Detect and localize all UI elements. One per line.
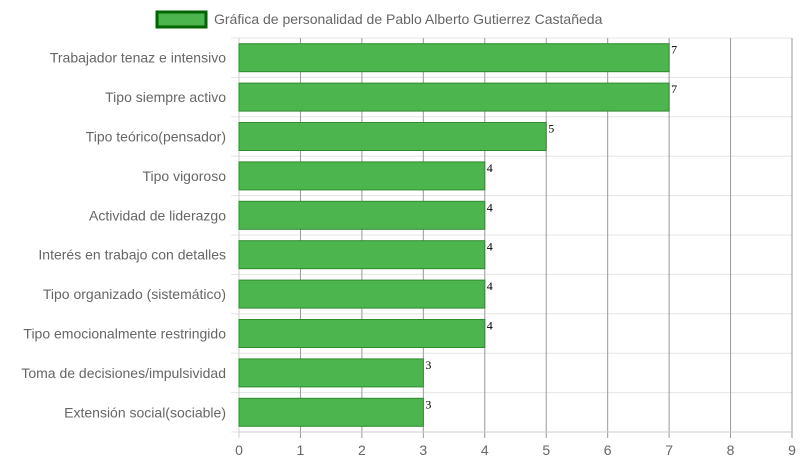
x-tick-label: 0 xyxy=(235,442,243,458)
x-tick-label: 4 xyxy=(481,442,489,458)
category-label: Tipo teórico(pensador) xyxy=(86,129,226,145)
x-tick-label: 7 xyxy=(665,442,673,458)
data-label: 4 xyxy=(487,319,493,333)
bar xyxy=(238,358,424,388)
bar xyxy=(238,200,486,230)
bar xyxy=(238,122,547,151)
data-label: 4 xyxy=(487,161,493,175)
bar xyxy=(238,161,486,191)
x-tick-label: 1 xyxy=(297,442,305,458)
legend-label[interactable]: Gráfica de personalidad de Pablo Alberto… xyxy=(214,11,603,27)
x-tick-label: 3 xyxy=(419,442,427,458)
bar xyxy=(238,397,424,427)
bars xyxy=(238,43,670,427)
x-tick-label: 8 xyxy=(727,442,735,458)
x-tick-label: 9 xyxy=(788,442,796,458)
category-label: Tipo siempre activo xyxy=(105,89,226,105)
category-label: Trabajador tenaz e intensivo xyxy=(50,50,226,66)
labels: 0 1 2 3 4 5 6 7 8 9 Trabajador tenaz e intensivo 7 T… xyxy=(21,43,796,458)
data-label: 7 xyxy=(671,43,677,57)
bar xyxy=(238,240,486,270)
bar xyxy=(238,279,486,309)
category-label: Tipo vigoroso xyxy=(142,168,226,184)
data-label: 3 xyxy=(425,358,431,372)
data-label: 4 xyxy=(487,279,493,293)
data-label: 7 xyxy=(671,82,677,96)
category-label: Tipo emocionalmente restringido xyxy=(23,326,226,342)
x-tick-label: 2 xyxy=(358,442,366,458)
bar xyxy=(238,43,670,73)
data-label: 4 xyxy=(487,240,493,254)
legend[interactable]: Gráfica de personalidad de Pablo Alberto… xyxy=(155,10,603,29)
legend-swatch[interactable] xyxy=(155,10,208,29)
data-label: 4 xyxy=(487,200,493,214)
x-tick-label: 5 xyxy=(542,442,550,458)
category-label: Interés en trabajo con detalles xyxy=(38,247,226,263)
bar xyxy=(238,82,670,112)
category-label: Actividad de liderazgo xyxy=(89,207,226,223)
x-tick-label: 6 xyxy=(604,442,612,458)
bar xyxy=(238,319,486,348)
category-label: Tipo organizado (sistemático) xyxy=(43,286,226,302)
data-label: 3 xyxy=(425,397,431,411)
category-label: Toma de decisiones/impulsividad xyxy=(21,365,226,381)
category-label: Extensión social(sociable) xyxy=(64,404,226,420)
data-label: 5 xyxy=(548,122,554,136)
